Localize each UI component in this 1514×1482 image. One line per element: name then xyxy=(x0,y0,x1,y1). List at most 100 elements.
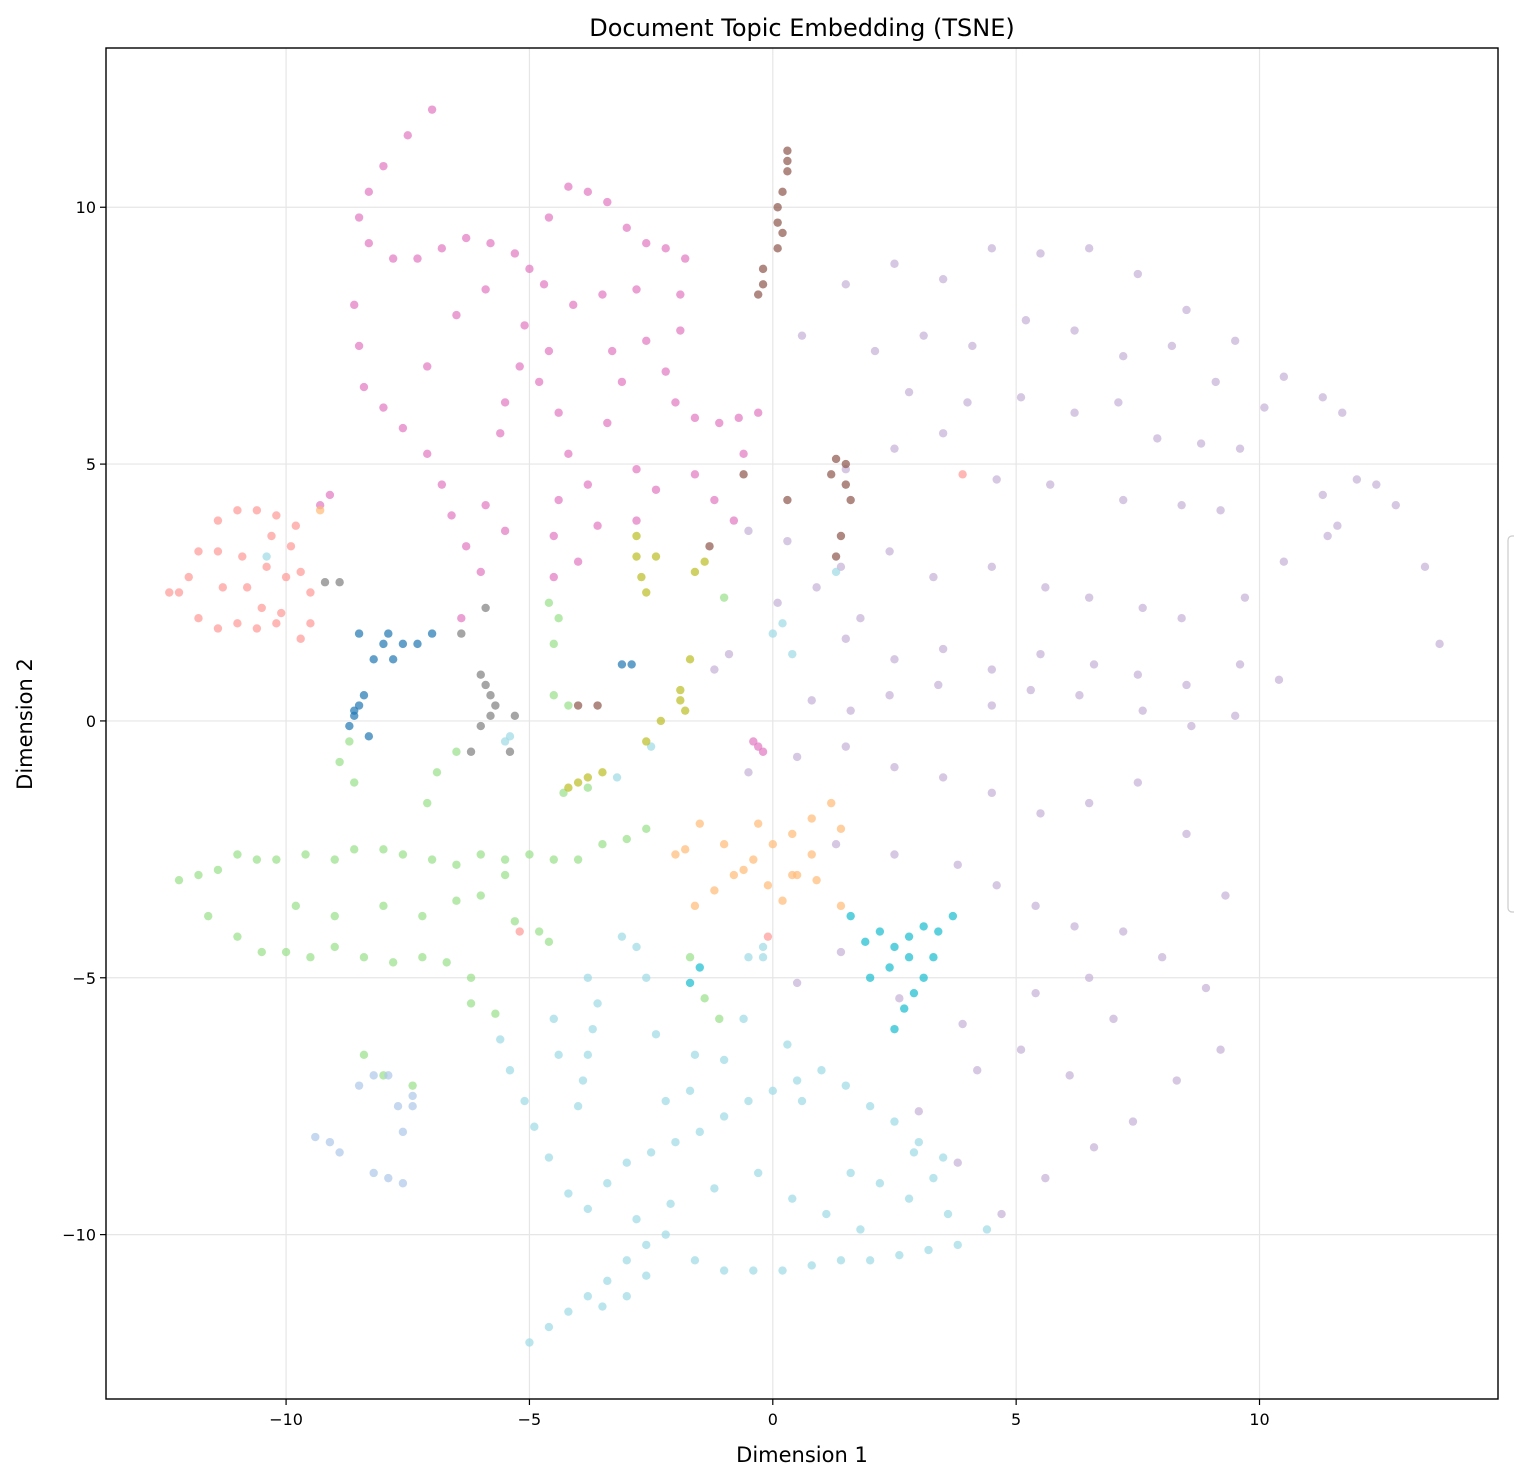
data-point xyxy=(427,629,437,638)
data-point xyxy=(233,619,242,628)
data-point xyxy=(184,572,193,582)
data-point xyxy=(544,213,554,222)
data-point xyxy=(768,629,777,638)
data-point xyxy=(1274,675,1284,685)
data-point xyxy=(1084,244,1094,253)
data-point xyxy=(642,824,651,834)
data-point xyxy=(685,1086,695,1095)
data-point xyxy=(1157,953,1167,962)
data-point xyxy=(496,429,505,438)
data-point xyxy=(890,850,899,859)
data-point xyxy=(856,613,865,623)
data-point xyxy=(676,696,685,705)
data-point xyxy=(1221,891,1230,900)
data-point xyxy=(632,1215,641,1224)
grid-lines xyxy=(106,48,1498,1399)
data-point xyxy=(408,1091,417,1101)
data-point xyxy=(846,495,855,505)
data-point xyxy=(549,1014,558,1024)
data-point xyxy=(549,572,558,582)
data-point xyxy=(622,1158,631,1167)
data-point xyxy=(564,182,573,191)
data-point xyxy=(330,911,339,921)
data-point xyxy=(384,1071,393,1080)
data-point xyxy=(1216,506,1225,515)
data-point xyxy=(1070,326,1079,335)
data-point xyxy=(505,747,515,756)
y-tick-label: 5 xyxy=(86,455,96,474)
data-point xyxy=(335,757,344,767)
data-point xyxy=(885,547,894,556)
data-point xyxy=(627,660,636,669)
data-point xyxy=(827,470,836,479)
data-point xyxy=(749,737,758,746)
data-point xyxy=(1196,439,1206,448)
data-point xyxy=(578,1076,588,1085)
data-point xyxy=(379,403,388,412)
data-point xyxy=(1182,680,1191,690)
data-point xyxy=(919,973,928,982)
data-point xyxy=(685,953,695,962)
data-point xyxy=(408,1101,417,1111)
data-point xyxy=(768,1086,777,1095)
data-point xyxy=(768,840,777,849)
data-point xyxy=(1338,408,1347,417)
data-point xyxy=(1182,829,1191,839)
data-point xyxy=(642,588,651,597)
data-point xyxy=(744,1096,753,1106)
data-point xyxy=(642,239,651,248)
data-point xyxy=(1016,393,1026,402)
data-point xyxy=(413,254,422,263)
data-point xyxy=(1133,778,1143,787)
data-point xyxy=(870,346,880,356)
data-point xyxy=(724,649,734,659)
data-point xyxy=(1114,398,1123,407)
data-point xyxy=(1084,973,1094,982)
data-point xyxy=(661,367,670,376)
data-point xyxy=(1109,1014,1118,1024)
data-point xyxy=(554,408,563,417)
data-point xyxy=(447,511,456,520)
data-point xyxy=(272,855,281,864)
data-point xyxy=(875,927,885,936)
data-point xyxy=(515,927,524,936)
data-point xyxy=(1240,593,1250,602)
data-point xyxy=(700,557,709,566)
data-point xyxy=(744,768,753,777)
data-point xyxy=(350,845,359,854)
data-point xyxy=(1075,691,1084,700)
data-point xyxy=(544,1153,554,1162)
data-point xyxy=(388,958,398,967)
data-point xyxy=(958,1019,967,1029)
data-point xyxy=(452,896,461,905)
data-point xyxy=(306,619,315,628)
data-point xyxy=(739,449,748,459)
y-tick-label: 0 xyxy=(86,712,96,731)
data-point xyxy=(364,239,374,248)
data-point xyxy=(1391,500,1400,510)
data-point xyxy=(904,953,914,962)
data-point xyxy=(593,701,602,710)
data-point xyxy=(593,999,602,1008)
data-point xyxy=(491,1009,500,1018)
legend-box[interactable] xyxy=(1507,535,1514,913)
data-point xyxy=(1089,660,1099,669)
data-point xyxy=(573,701,583,710)
data-point xyxy=(632,942,641,952)
data-point xyxy=(452,310,461,320)
data-point xyxy=(778,896,787,905)
data-point xyxy=(836,1256,846,1265)
data-point xyxy=(408,1081,417,1090)
data-point xyxy=(953,860,962,869)
data-point xyxy=(788,649,797,659)
data-point xyxy=(632,531,641,541)
data-point xyxy=(904,1194,914,1203)
data-point xyxy=(958,470,967,479)
data-point xyxy=(812,583,821,592)
data-point xyxy=(418,911,427,921)
data-point xyxy=(549,691,558,700)
data-point xyxy=(797,1096,807,1106)
data-point xyxy=(583,480,593,489)
scatter-points xyxy=(165,105,1444,1347)
